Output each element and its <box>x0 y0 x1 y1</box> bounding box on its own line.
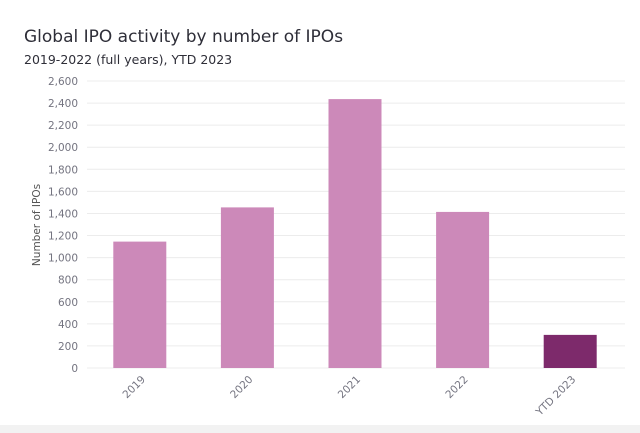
y-tick-label: 800 <box>58 275 78 287</box>
y-tick-label: 1,000 <box>48 253 78 265</box>
chart-title: Global IPO activity by number of IPOs <box>24 27 344 47</box>
y-axis-ticks: 0 200 400 600 800 1,000 1,200 1,400 1,600 1,800 2,… <box>48 76 78 375</box>
y-tick-label: 2,200 <box>48 120 78 132</box>
x-tick-label: 2020 <box>228 374 255 401</box>
y-tick-label: 200 <box>58 341 78 353</box>
bar-2019 <box>113 241 167 368</box>
y-tick-label: 1,800 <box>48 164 78 176</box>
y-tick-label: 1,200 <box>48 231 78 243</box>
y-tick-label: 2,600 <box>48 76 78 88</box>
x-axis-ticks: 2019 2020 2021 2022 YTD 2023 <box>121 374 579 419</box>
bar-ytd-2023 <box>543 334 597 368</box>
footer-strip <box>0 425 640 433</box>
x-tick-label: 2019 <box>121 374 148 401</box>
x-tick-label: 2021 <box>336 374 363 401</box>
y-tick-label: 2,000 <box>48 142 78 154</box>
y-axis-label: Number of IPOs <box>31 184 43 266</box>
x-tick-label: 2022 <box>443 374 470 401</box>
bars <box>113 99 597 368</box>
x-tick-label: YTD 2023 <box>533 374 578 419</box>
bar-2021 <box>328 99 382 368</box>
y-tick-label: 2,400 <box>48 98 78 110</box>
chart-subtitle: 2019-2022 (full years), YTD 2023 <box>24 52 233 67</box>
y-tick-label: 0 <box>71 363 78 375</box>
y-tick-label: 400 <box>58 319 78 331</box>
y-tick-label: 1,600 <box>48 186 78 198</box>
y-tick-label: 1,400 <box>48 208 78 220</box>
y-tick-label: 600 <box>58 297 78 309</box>
bar-2022 <box>436 211 490 368</box>
bar-2020 <box>220 207 274 368</box>
